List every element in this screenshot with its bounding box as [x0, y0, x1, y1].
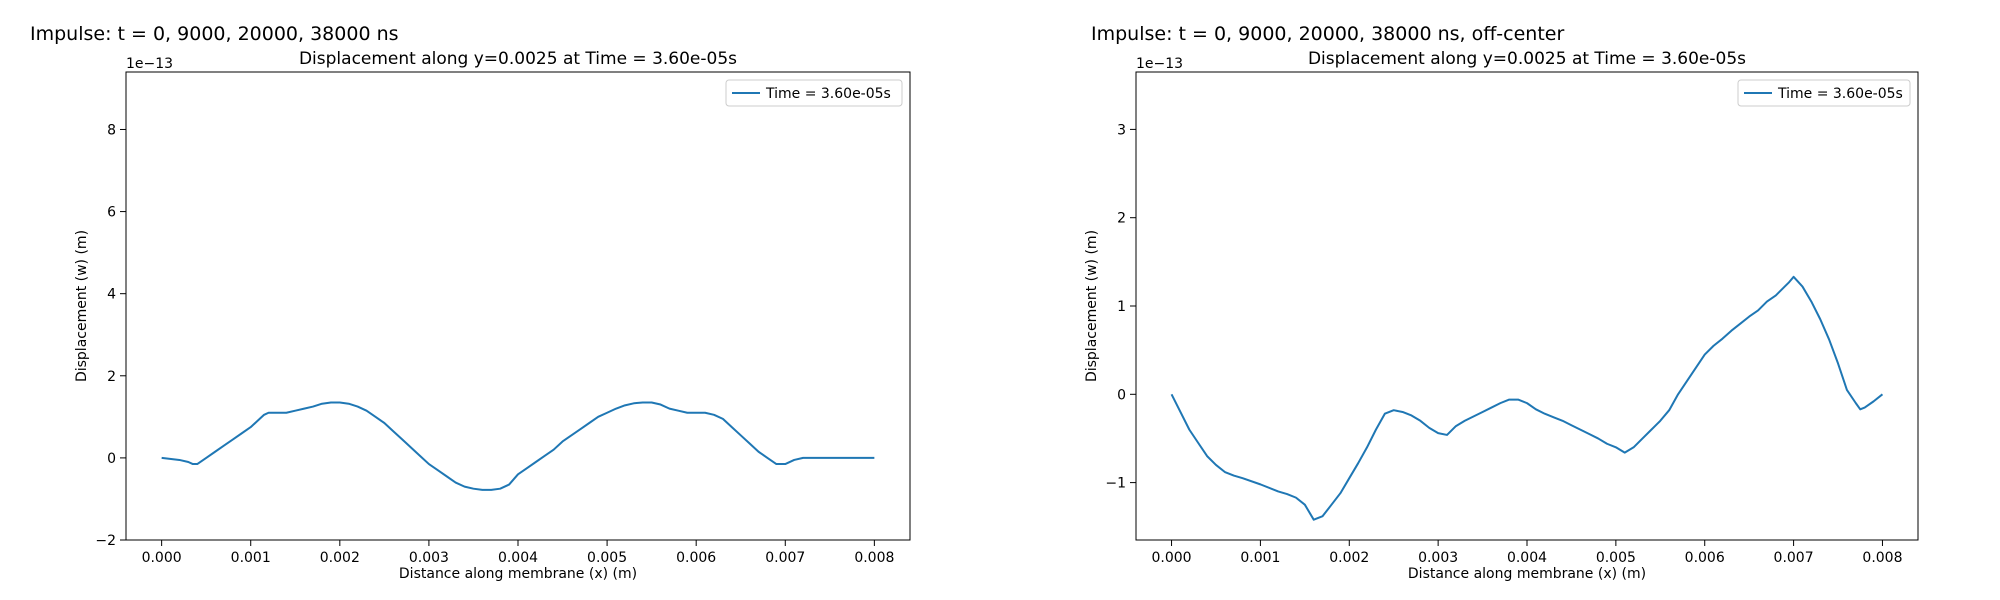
right-axes-title: Displacement along y=0.0025 at Time = 3.…	[1308, 49, 1746, 69]
left-figure-title: Impulse: t = 0, 9000, 20000, 38000 ns	[30, 23, 399, 45]
left-y-axis-label: Displacement (w) (m)	[74, 230, 90, 382]
left-y-tick-label: −2	[95, 533, 116, 549]
left-series-line	[161, 401, 875, 491]
left-legend: Time = 3.60e-05s	[725, 79, 903, 107]
left-y-tick-label: 4	[107, 287, 116, 303]
right-chart-panel: Impulse: t = 0, 9000, 20000, 38000 ns, o…	[1084, 23, 1919, 582]
right-x-tick-label: 0.001	[1240, 550, 1280, 566]
right-y-tick-label: −1	[1105, 476, 1126, 492]
left-x-tick-label: 0.001	[231, 550, 271, 566]
left-y-offset-text: 1e−13	[126, 56, 173, 72]
right-x-tick-label: 0.008	[1862, 550, 1902, 566]
left-x-axis-label: Distance along membrane (x) (m)	[399, 566, 637, 582]
left-y-tick-label: 8	[107, 122, 116, 138]
right-x-tick-label: 0.000	[1151, 550, 1191, 566]
right-y-tick-label: 0	[1117, 387, 1126, 403]
left-y-tick-label: 2	[107, 369, 116, 385]
left-x-tick-label: 0.008	[854, 550, 894, 566]
right-legend-label: Time = 3.60e-05s	[1777, 86, 1903, 102]
right-x-tick-label: 0.002	[1329, 550, 1369, 566]
right-axes-frame	[1135, 71, 1919, 541]
right-y-offset-text: 1e−13	[1136, 56, 1183, 72]
right-figure-title: Impulse: t = 0, 9000, 20000, 38000 ns, o…	[1091, 23, 1564, 45]
left-x-tick-label: 0.006	[676, 550, 716, 566]
left-x-tick-label: 0.003	[409, 550, 449, 566]
right-y-axis-label: Displacement (w) (m)	[1084, 230, 1100, 382]
left-legend-label: Time = 3.60e-05s	[765, 86, 891, 102]
right-x-tick-label: 0.006	[1685, 550, 1725, 566]
left-x-tick-label: 0.000	[142, 550, 182, 566]
left-chart-panel: Impulse: t = 0, 9000, 20000, 38000 ns Di…	[30, 23, 911, 582]
left-y-tick-label: 6	[107, 205, 116, 221]
left-x-tick-label: 0.007	[765, 550, 805, 566]
right-x-tick-label: 0.003	[1418, 550, 1458, 566]
right-x-axis-label: Distance along membrane (x) (m)	[1408, 566, 1646, 582]
right-x-tick-label: 0.007	[1774, 550, 1814, 566]
right-y-ticks: −1 0 1 2 3	[1105, 122, 1136, 492]
right-legend: Time = 3.60e-05s	[1737, 79, 1911, 107]
right-series-line	[1170, 275, 1884, 521]
right-x-tick-label: 0.004	[1507, 550, 1547, 566]
left-x-tick-label: 0.004	[498, 550, 538, 566]
right-x-ticks: 0.000 0.001 0.002 0.003 0.004 0.005 0.006 0.007…	[1151, 540, 1903, 566]
left-x-ticks: 0.000 0.001 0.002 0.003 0.004 0.005 0.006 0.007…	[142, 540, 894, 566]
left-y-ticks: −2 0 2 4 6 8	[95, 122, 126, 549]
left-y-tick-label: 0	[107, 451, 116, 467]
right-y-tick-label: 2	[1117, 211, 1126, 227]
right-x-tick-label: 0.005	[1596, 550, 1636, 566]
left-axes-frame	[125, 71, 911, 541]
right-y-tick-label: 1	[1117, 299, 1126, 315]
left-x-tick-label: 0.002	[320, 550, 360, 566]
right-y-tick-label: 3	[1117, 122, 1126, 138]
left-x-tick-label: 0.005	[587, 550, 627, 566]
left-axes-title: Displacement along y=0.0025 at Time = 3.…	[299, 49, 737, 69]
